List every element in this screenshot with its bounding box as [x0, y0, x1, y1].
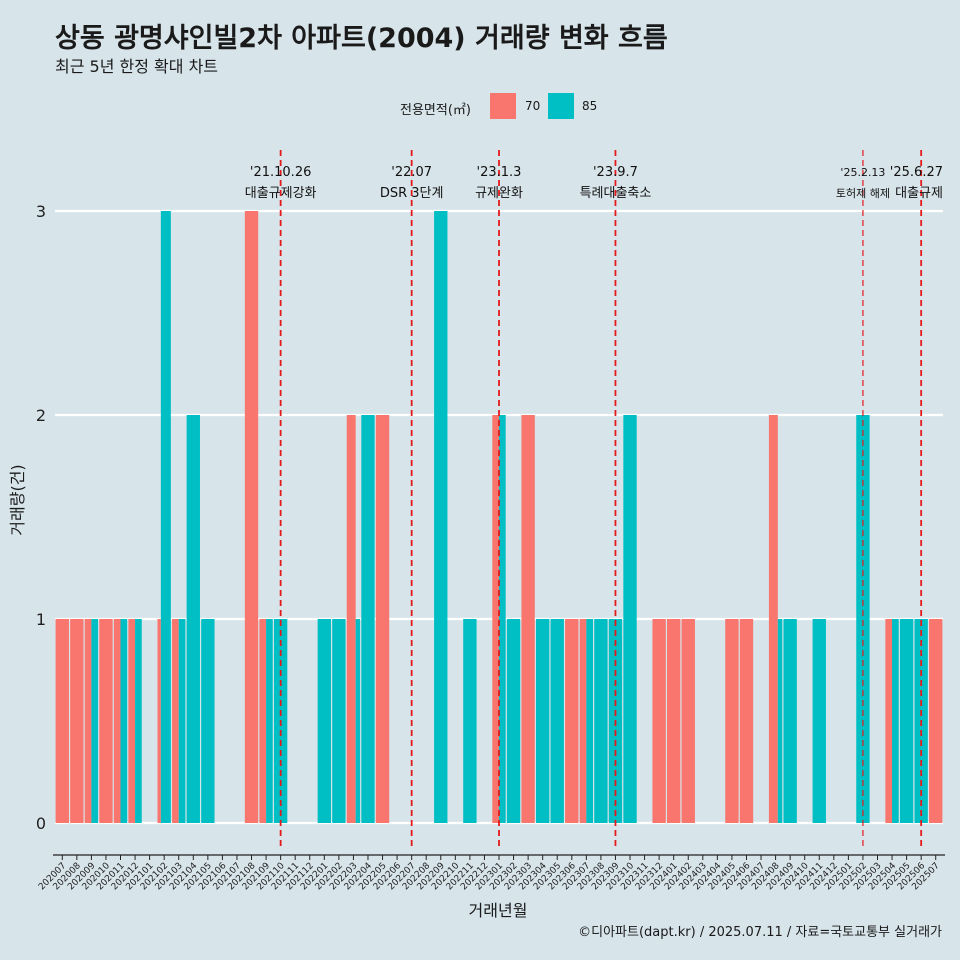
bar-85-202307	[586, 619, 594, 823]
y-axis-ticks: 0 1 2 3	[36, 202, 46, 833]
bar-85-202504	[892, 619, 899, 823]
bar-70-202102	[157, 619, 161, 823]
bar-70-202103	[172, 619, 179, 823]
bar-70-202010	[99, 619, 113, 823]
bar-85-202103	[178, 619, 186, 823]
bar-85-202105	[201, 619, 215, 823]
bar-85-202102	[160, 211, 171, 823]
legend-title: 전용면적(㎡)	[400, 103, 471, 118]
chart-title: 상동 광명샤인빌2차 아파트(2004) 거래량 변화 흐름	[55, 23, 668, 54]
bar-85-202012	[135, 619, 142, 823]
bar-70-202408	[768, 415, 778, 823]
event-lines: '21.10.26 대출규제강화 '22.07 DSR 3단계 '23.1.3 규제완화 '…	[245, 150, 943, 850]
bar-70-202307	[579, 619, 587, 823]
source-caption: ©디아파트(dapt.kr) / 2025.07.11 / 자료=국토교통부 실…	[578, 925, 942, 940]
bar-70-202205	[375, 415, 390, 823]
bar-85-202304	[535, 619, 550, 823]
bar-85-202409	[783, 619, 797, 823]
bar-70-202108	[244, 211, 259, 823]
legend: 전용면적(㎡) 70 85	[0, 93, 960, 121]
event-label: 대출규제	[895, 186, 943, 201]
bar-70-202203	[346, 415, 356, 823]
bar-85-202011	[120, 619, 128, 823]
bar-85-202308	[594, 619, 608, 823]
event-date: '25.2.13	[840, 166, 885, 179]
bar-70-202306	[565, 619, 579, 823]
bar-70-202009	[84, 619, 92, 823]
x-axis-label: 거래년월	[468, 901, 528, 920]
bar-85-202302	[506, 619, 521, 823]
event-label: 특례대출축소	[580, 186, 652, 201]
bar-85-202204	[361, 415, 375, 823]
bar-85-202411	[812, 619, 826, 823]
bar-70-202303	[521, 415, 535, 823]
event-date: '23.1.3	[477, 165, 522, 180]
bar-70-202008	[70, 619, 84, 823]
bar-70-202012	[128, 619, 136, 823]
event-label: 토허제 해제	[836, 186, 890, 200]
bar-85-202408	[777, 619, 783, 823]
bar-85-202310	[623, 415, 637, 823]
bar-85-202505	[899, 619, 914, 823]
event-label: DSR 3단계	[380, 186, 444, 201]
bar-70-202504	[885, 619, 893, 823]
event-date: '23.9.7	[593, 165, 638, 180]
bar-70-202405	[725, 619, 739, 823]
event-date: '22.07	[391, 165, 432, 180]
bar-70-202011	[113, 619, 121, 823]
legend-label-85: 85	[582, 99, 598, 113]
x-axis: 2020072020082020092020102020112020122021…	[37, 854, 945, 892]
bar-85-202502	[856, 415, 870, 823]
y-tick-label: 0	[36, 814, 46, 833]
y-axis-label: 거래량(건)	[8, 464, 27, 536]
bar-70-202401	[667, 619, 681, 823]
bar-70-202402	[681, 619, 695, 823]
chart-subtitle: 최근 5년 한정 확대 차트	[55, 57, 219, 76]
y-tick-label: 2	[36, 406, 46, 425]
bars	[55, 211, 943, 823]
event-label: 대출규제강화	[245, 186, 317, 201]
bar-85-202301	[499, 415, 506, 823]
bar-85-202305	[550, 619, 564, 823]
bar-85-202203	[355, 619, 361, 823]
legend-key-85	[548, 93, 574, 119]
bar-70-202312	[652, 619, 666, 823]
bar-70-202406	[739, 619, 754, 823]
bar-85-202201	[317, 619, 331, 823]
bar-85-202109	[266, 619, 273, 823]
bar-70-202109	[259, 619, 267, 823]
event-date: '21.10.26	[250, 165, 311, 180]
bar-70-202301	[492, 415, 499, 823]
bar-70-202007	[55, 619, 69, 823]
legend-key-70	[490, 93, 516, 119]
bar-70-202507	[929, 619, 943, 823]
event-label: 규제완화	[475, 186, 523, 201]
bar-85-202202	[332, 619, 346, 823]
bar-85-202209	[434, 211, 448, 823]
bar-85-202104	[186, 415, 200, 823]
y-tick-label: 3	[36, 202, 46, 221]
legend-label-70: 70	[525, 99, 541, 113]
y-tick-label: 1	[36, 610, 46, 629]
bar-85-202009	[91, 619, 99, 823]
bar-85-202211	[463, 619, 477, 823]
event-date: '25.6.27	[890, 165, 943, 180]
